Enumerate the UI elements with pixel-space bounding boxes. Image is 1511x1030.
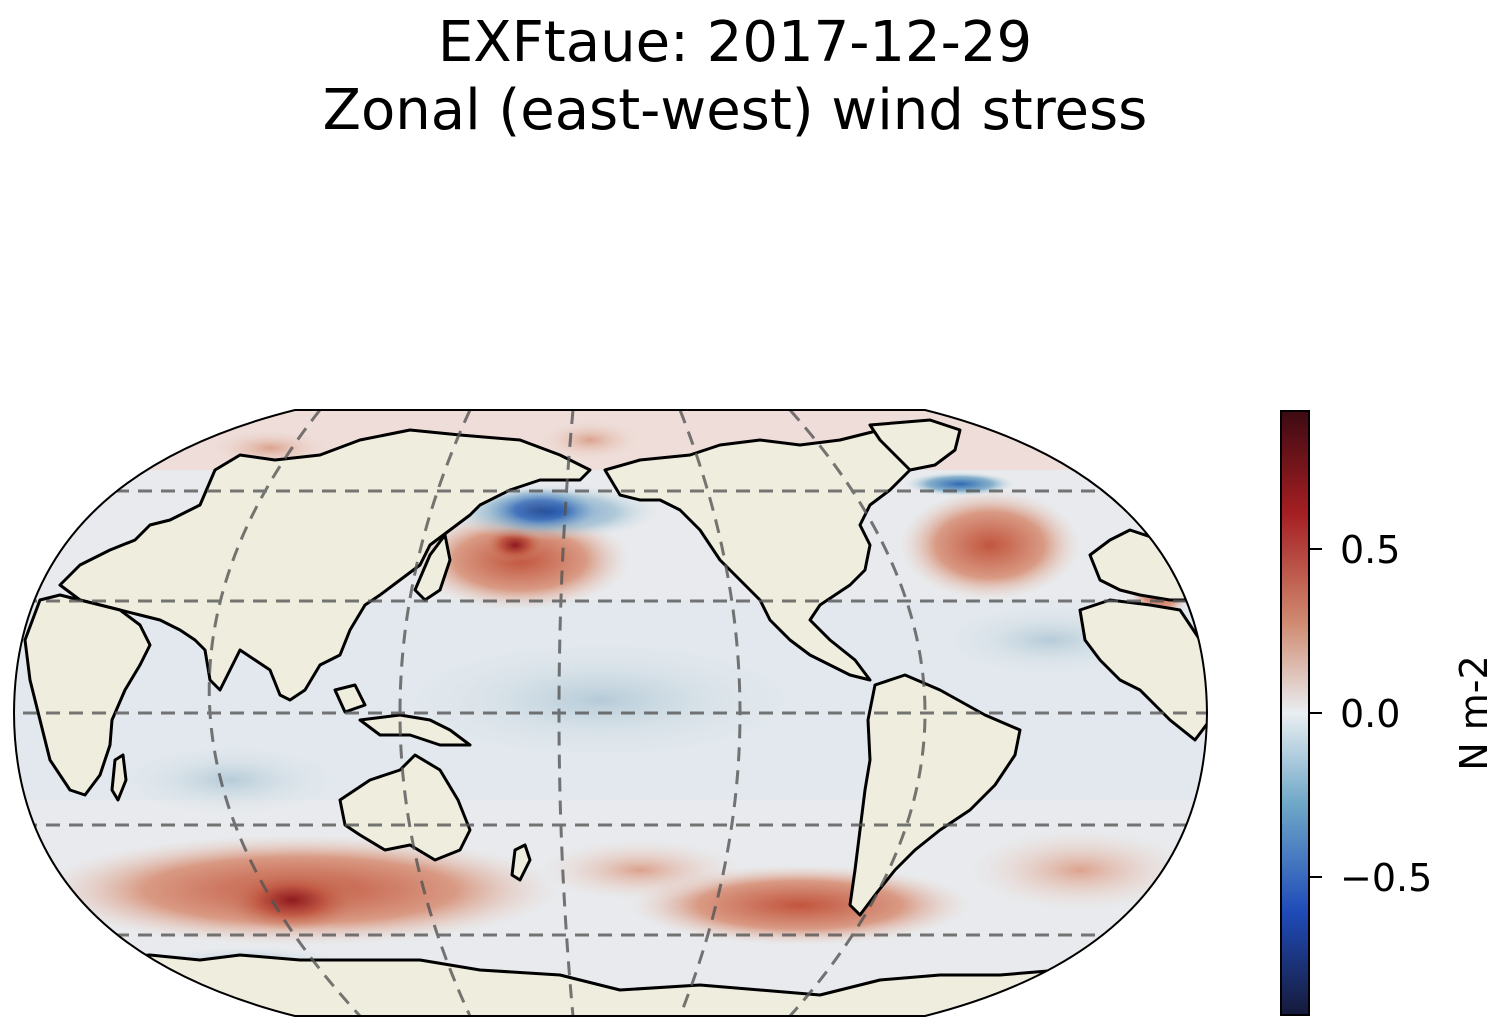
colorbar-unit-label: N m-2: [1452, 655, 1496, 770]
meridian-east-1: [678, 410, 742, 1016]
meridian-west-2: [207, 410, 362, 1016]
land: [14, 418, 1207, 1016]
south-indian-red: [540, 840, 740, 900]
eurasia: [58, 428, 592, 702]
title-line-2: Zonal (east-west) wind stress: [322, 78, 1148, 143]
meridian-center: [557, 410, 575, 1016]
gridlines: [14, 410, 1207, 1016]
south-america: [848, 673, 1022, 917]
meridian-west-1: [398, 410, 472, 1016]
southern-ocean-red-core: [222, 870, 362, 930]
colorbar-bar: [1280, 410, 1310, 1016]
colorbar-tick-label: −0.5: [1340, 856, 1432, 900]
arctic-red-center: [540, 420, 640, 460]
north-atlantic-red: [900, 490, 1080, 600]
madagascar: [110, 753, 128, 802]
north-america: [603, 423, 922, 682]
indonesia: [358, 713, 472, 747]
africa-west: [1078, 598, 1207, 742]
tropical-blue-indian: [120, 745, 340, 815]
colorbar-tick-label: 0.0: [1340, 692, 1400, 736]
south-atlantic-red-band: [970, 830, 1190, 910]
title-line-1: EXFtaue: 2017-12-29: [437, 10, 1033, 75]
borneo: [333, 683, 367, 714]
new-zealand: [510, 843, 532, 882]
colorbar: 0.5 0.0 −0.5 N m-2: [1280, 410, 1496, 1016]
japan: [413, 533, 452, 602]
colorbar-tick-label: 0.5: [1340, 528, 1400, 572]
africa: [23, 593, 152, 797]
greenland: [868, 418, 962, 472]
map-outline: [12, 409, 1209, 1017]
world-map: [14, 410, 1207, 1016]
tropical-blue-pacific: [400, 640, 800, 760]
